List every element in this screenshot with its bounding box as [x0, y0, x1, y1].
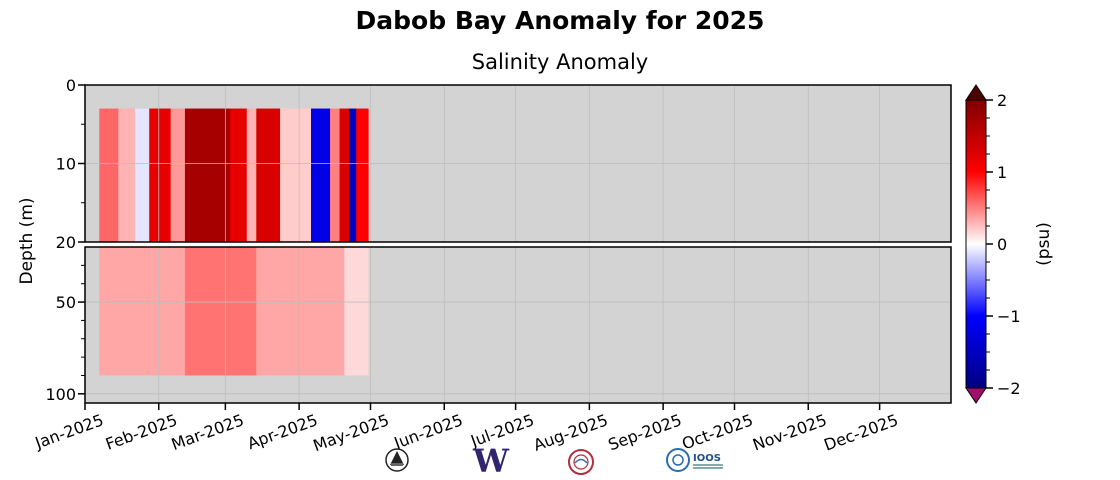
heatmap-cell-upper-7: [246, 108, 257, 242]
heatmap-cell-lower-1: [184, 247, 257, 376]
y-tick-label-upper: 0: [66, 76, 76, 95]
heatmap-cell-lower-0: [99, 247, 186, 376]
x-tick-label: Mar-2025: [169, 410, 247, 454]
ioos-logo-icon: IOOS: [666, 448, 723, 472]
y-tick-label-lower: 50: [56, 293, 76, 312]
x-tick-label: Apr-2025: [245, 410, 320, 453]
lower-heatmap: [99, 247, 369, 376]
colorbar: −2 −1 0 1 2 (psu): [965, 84, 1054, 404]
colorbar-tick-label: 1: [997, 163, 1007, 182]
heatmap-cell-upper-8: [256, 108, 281, 242]
heatmap-cell-upper-1: [118, 108, 136, 242]
colorbar-extend-min-icon: [965, 387, 987, 404]
heatmap-cell-upper-11: [330, 108, 341, 242]
heatmap-cell-upper-5: [184, 108, 231, 242]
heatmap-cell-upper-2: [134, 108, 150, 242]
uw-logo-icon: W: [472, 442, 510, 480]
colorbar-tick-label: 2: [997, 91, 1007, 110]
y-tick-label-lower: 100: [45, 385, 76, 404]
x-tick-label: Jun-2025: [391, 410, 466, 453]
x-tick-label: Jan-2025: [32, 410, 106, 453]
colorbar-extend-max-icon: [965, 84, 987, 101]
colorbar-tick-label: 0: [997, 235, 1007, 254]
y-tick-label-upper: 20: [56, 233, 76, 252]
y-tick-label-upper: 10: [56, 155, 76, 174]
heatmap-cell-lower-3: [344, 247, 369, 376]
colorbar-tick-label: −1: [997, 307, 1021, 326]
heatmap-cell-upper-12: [339, 108, 350, 242]
x-tick-label: Aug-2025: [531, 410, 611, 454]
tribal-seal-icon: [568, 449, 594, 475]
x-tick-label: Dec-2025: [821, 410, 900, 454]
heatmap-cell-upper-9: [280, 108, 312, 242]
heatmap-cell-upper-4: [170, 108, 186, 242]
x-tick-label: Nov-2025: [750, 410, 829, 454]
x-tick-label: Feb-2025: [103, 410, 180, 453]
heatmap-cell-upper-0: [99, 108, 119, 242]
heatmap-cell-upper-3: [149, 108, 172, 242]
colorbar-gradient: [966, 100, 986, 388]
x-tick-label: Sep-2025: [606, 410, 685, 454]
colorbar-label: (psu): [1034, 222, 1054, 266]
chart-subtitle: Salinity Anomaly: [471, 50, 649, 74]
colorbar-tick-label: −2: [997, 379, 1021, 398]
heatmap-cell-upper-10: [311, 108, 331, 242]
heatmap-cell-upper-14: [356, 108, 369, 242]
upper-heatmap: [99, 108, 369, 242]
y-axis-label: Depth (m): [17, 197, 37, 284]
heatmap-cell-lower-2: [256, 247, 345, 376]
heatmap-cell-upper-6: [230, 108, 248, 242]
noaa-logo-icon: [385, 448, 409, 472]
x-tick-label: May-2025: [311, 410, 392, 455]
ioos-logo-text: IOOS: [693, 453, 721, 464]
heatmap-cell-upper-13: [349, 108, 357, 242]
chart-title: Dabob Bay Anomaly for 2025: [355, 6, 765, 35]
x-tick-label: Oct-2025: [679, 410, 755, 453]
